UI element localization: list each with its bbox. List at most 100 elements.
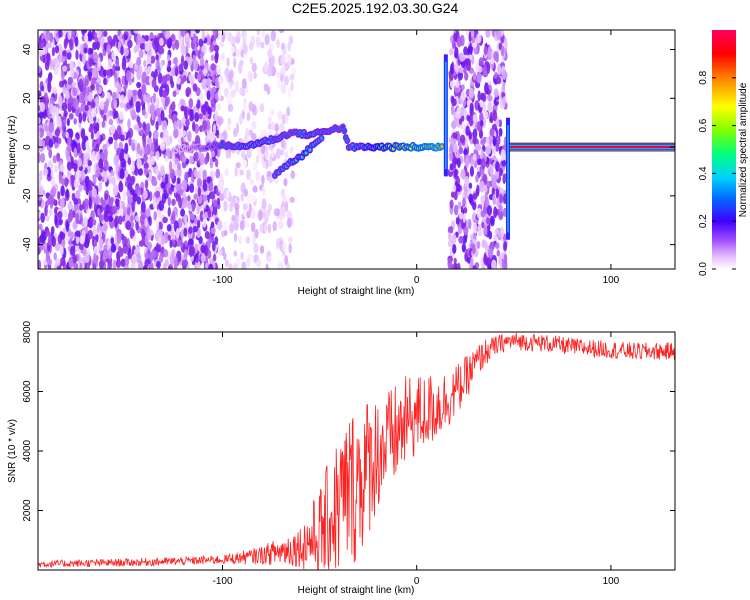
noise-blob — [224, 67, 230, 78]
noise-blob — [79, 204, 84, 211]
noise-blob — [271, 121, 276, 131]
noise-blob — [462, 197, 466, 208]
noise-blob — [38, 186, 44, 198]
noise-blob — [261, 185, 266, 196]
noise-blob — [49, 208, 53, 216]
noise-blob — [233, 232, 238, 243]
noise-blob — [164, 30, 171, 40]
noise-blob — [451, 98, 457, 107]
noise-blob — [65, 188, 69, 199]
noise-blob — [113, 132, 119, 141]
noise-blob — [119, 152, 123, 162]
noise-blob — [470, 258, 474, 269]
noise-blob — [167, 59, 172, 66]
noise-blob — [209, 157, 214, 169]
noise-blob — [276, 79, 282, 89]
noise-blob — [192, 121, 196, 132]
noise-blob — [227, 103, 234, 112]
noise-blob — [182, 197, 188, 209]
noise-blob — [289, 146, 294, 154]
noise-blob — [74, 98, 80, 108]
noise-blob — [493, 206, 498, 219]
noise-blob — [59, 245, 64, 256]
noise-blob — [466, 257, 472, 264]
noise-blob — [124, 142, 129, 155]
noise-blob — [127, 247, 132, 260]
noise-blob — [144, 179, 149, 190]
noise-blob — [210, 63, 216, 71]
noise-blob — [119, 111, 124, 121]
noise-blob — [60, 197, 65, 209]
noise-blob — [41, 41, 45, 49]
noise-blob — [279, 149, 285, 156]
noise-blob — [162, 262, 167, 269]
noise-blob — [199, 92, 204, 102]
noise-blob — [193, 193, 198, 200]
noise-blob — [247, 70, 252, 82]
colorbar: 0.0 0.2 0.4 0.6 0.8 Normalized spectral ampl… — [698, 30, 749, 276]
noise-blob — [53, 165, 59, 173]
noise-blob — [62, 50, 67, 57]
noise-blob — [188, 56, 193, 66]
noise-blob — [480, 210, 486, 218]
noise-blob — [250, 207, 256, 220]
noise-blob — [137, 168, 143, 176]
noise-blob — [468, 87, 474, 99]
noise-blob — [472, 153, 477, 161]
noise-blob — [212, 30, 218, 36]
noise-blob — [39, 152, 46, 163]
noise-blob — [256, 30, 261, 36]
noise-blob — [131, 254, 137, 264]
noise-blob — [495, 161, 500, 172]
noise-blob — [159, 141, 166, 151]
y-tick-label: 8000 — [22, 320, 33, 343]
noise-blob — [52, 155, 57, 164]
noise-blob — [121, 59, 127, 71]
noise-blob — [472, 128, 478, 139]
noise-blob — [482, 101, 486, 114]
noise-blob — [290, 170, 296, 179]
noise-blob — [117, 30, 121, 36]
noise-blob — [501, 159, 507, 167]
noise-blob — [448, 151, 453, 162]
noise-blob — [149, 104, 155, 116]
noise-blob — [449, 63, 454, 75]
noise-blob — [230, 46, 235, 54]
noise-blob — [75, 132, 80, 141]
noise-blob — [38, 179, 41, 188]
noise-blob — [44, 214, 50, 222]
noise-blob — [104, 192, 109, 201]
noise-blob — [188, 226, 193, 235]
noise-blob — [284, 254, 289, 266]
noise-blob — [267, 49, 273, 58]
noise-blob — [53, 64, 59, 75]
noise-blob — [45, 30, 51, 41]
noise-blob — [165, 138, 171, 147]
noise-blob — [71, 81, 77, 88]
noise-blob — [194, 112, 200, 123]
noise-blob — [491, 187, 495, 197]
noise-blob — [38, 65, 42, 74]
noise-blob — [259, 245, 265, 255]
noise-blob — [214, 52, 219, 64]
noise-blob — [173, 120, 178, 130]
noise-blob — [251, 194, 257, 202]
noise-blob — [227, 117, 232, 126]
noise-blob — [136, 69, 142, 81]
noise-blob — [110, 196, 114, 204]
noise-blob — [152, 179, 158, 187]
noise-blob — [131, 142, 136, 152]
noise-blob — [261, 198, 267, 210]
noise-blob — [103, 160, 109, 171]
noise-blob — [463, 46, 468, 56]
noise-blob — [155, 190, 161, 198]
noise-blob — [200, 253, 206, 263]
colorbar-ticks: 0.0 0.2 0.4 0.6 0.8 — [698, 70, 736, 276]
noise-blob — [103, 149, 109, 158]
noise-blob — [133, 30, 140, 34]
noise-blob — [63, 110, 68, 118]
noise-blob — [161, 234, 166, 245]
noise-blob — [218, 249, 223, 256]
noise-blob — [225, 259, 229, 268]
noise-blob — [66, 118, 70, 127]
